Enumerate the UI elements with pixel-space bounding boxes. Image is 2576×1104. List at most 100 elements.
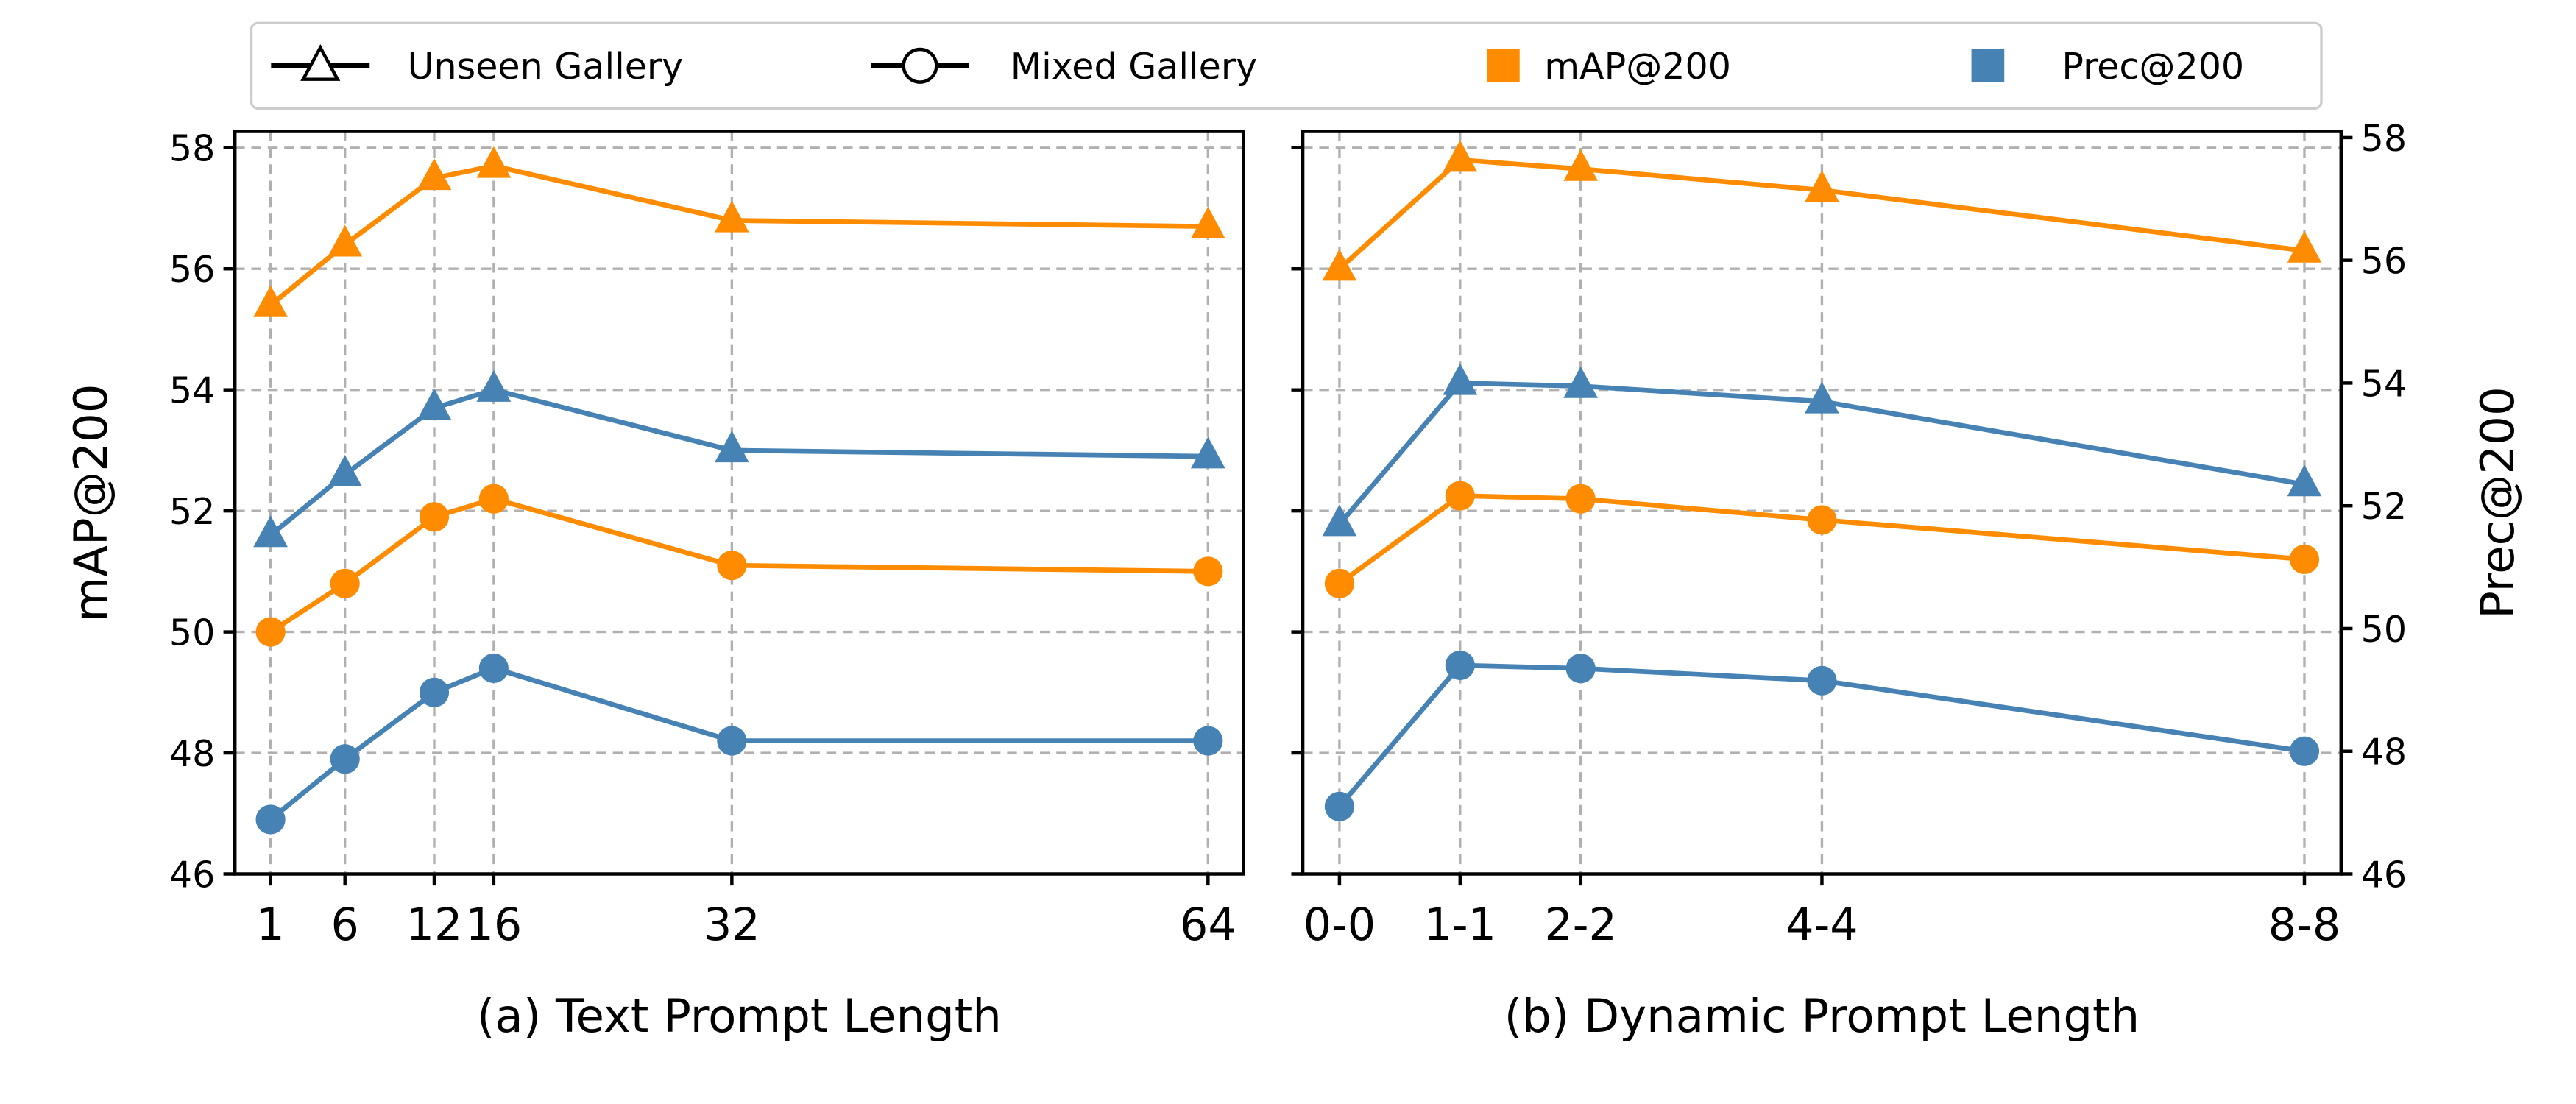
series xyxy=(255,653,1223,835)
y-tick-label-right: 46 xyxy=(2361,853,2407,896)
x-tick-label: 32 xyxy=(704,899,760,951)
data-point xyxy=(476,369,512,402)
data-point xyxy=(1322,504,1357,537)
data-point xyxy=(2287,464,2322,497)
series xyxy=(255,484,1223,647)
legend-entry: mAP@200 xyxy=(1487,45,1731,88)
data-point xyxy=(330,568,360,598)
x-tick-label: 0-0 xyxy=(1303,899,1376,951)
circle-marker-icon xyxy=(902,47,938,84)
data-point xyxy=(1563,366,1599,398)
y-tick-label: 50 xyxy=(169,611,215,654)
data-point xyxy=(2287,230,2322,263)
y-tick-label: 58 xyxy=(169,127,215,170)
y-tick-label-right: 50 xyxy=(2361,608,2407,651)
data-point xyxy=(1193,726,1223,756)
legend-entry: Mixed Gallery xyxy=(871,45,1257,88)
x-axis-label: (b) Dynamic Prompt Length xyxy=(1504,989,2140,1043)
x-tick-label: 64 xyxy=(1180,899,1236,951)
series-line xyxy=(269,496,1209,634)
data-point xyxy=(1193,556,1223,587)
y-tick-label-right: 58 xyxy=(2361,117,2407,160)
data-point xyxy=(1805,381,1839,414)
y-tick-label-right: 54 xyxy=(2361,362,2407,405)
data-point xyxy=(419,677,450,707)
data-point xyxy=(1191,436,1225,469)
data-point xyxy=(1805,170,1839,202)
square-marker-icon xyxy=(1971,49,2005,82)
data-point xyxy=(1445,481,1475,511)
x-tick-label: 1-1 xyxy=(1424,899,1496,951)
data-point xyxy=(330,744,360,774)
series xyxy=(1322,140,2322,281)
data-point xyxy=(1324,791,1354,821)
legend-entry: Unseen Gallery xyxy=(271,44,684,88)
legend-label: Prec@200 xyxy=(2062,45,2244,88)
data-point xyxy=(715,431,749,463)
y-tick-label: 54 xyxy=(169,369,215,412)
data-point xyxy=(2289,736,2320,766)
y-tick-label-right: 52 xyxy=(2361,485,2407,528)
data-point xyxy=(478,653,509,684)
x-tick-label: 8-8 xyxy=(2268,899,2340,951)
y-tick-label: 46 xyxy=(169,853,215,896)
series xyxy=(253,369,1225,548)
x-tick-label: 6 xyxy=(331,899,359,951)
legend-entry: Prec@200 xyxy=(1971,45,2244,88)
x-axis-label: (a) Text Prompt Length xyxy=(477,989,1002,1043)
data-point xyxy=(419,502,450,532)
data-point xyxy=(253,515,288,548)
square-marker-icon xyxy=(1487,49,1520,82)
series-line xyxy=(269,665,1209,822)
data-point xyxy=(1807,505,1837,535)
legend-label: Unseen Gallery xyxy=(408,45,684,88)
data-point xyxy=(1445,650,1475,681)
series xyxy=(253,146,1225,317)
data-point xyxy=(1191,206,1225,238)
legend-label: mAP@200 xyxy=(1544,45,1731,88)
y-axis-label: mAP@200 xyxy=(64,383,118,621)
series xyxy=(1324,650,2320,821)
data-point xyxy=(255,804,286,835)
data-point xyxy=(328,224,363,257)
data-point xyxy=(1565,654,1596,684)
x-tick-label: 1 xyxy=(256,899,284,951)
data-point xyxy=(253,285,288,317)
y-tick-label: 56 xyxy=(169,248,215,291)
data-point xyxy=(478,484,509,514)
data-point xyxy=(1443,363,1478,395)
x-tick-label: 12 xyxy=(406,899,463,951)
y-tick-label-right: 56 xyxy=(2361,240,2407,283)
data-point xyxy=(717,726,747,756)
data-point xyxy=(417,158,452,191)
data-point xyxy=(1565,484,1596,514)
data-point xyxy=(1807,665,1837,696)
data-point xyxy=(717,551,747,581)
data-point xyxy=(2289,544,2320,575)
series xyxy=(1324,481,2320,598)
legend-frame xyxy=(250,21,2323,110)
series xyxy=(1322,363,2322,537)
data-point xyxy=(1563,149,1599,181)
data-point xyxy=(715,200,749,233)
series-line xyxy=(269,163,1209,308)
data-point xyxy=(255,617,286,647)
series-line xyxy=(269,387,1209,537)
legend: Unseen Gallery Mixed Gallery mAP@200 Prec@2… xyxy=(250,21,2323,110)
axes-frame xyxy=(233,130,1245,876)
legend-label: Mixed Gallery xyxy=(1011,45,1257,88)
data-point xyxy=(1322,249,1357,281)
x-tick-label: 2-2 xyxy=(1544,899,1616,951)
data-point xyxy=(417,388,452,420)
x-tick-label: 16 xyxy=(466,899,523,951)
data-point xyxy=(1443,140,1478,172)
data-point xyxy=(476,146,512,178)
triangle-marker-icon xyxy=(300,44,341,81)
y-tick-label: 48 xyxy=(169,732,215,775)
data-point xyxy=(328,455,363,486)
y-tick-label-right: 48 xyxy=(2361,731,2407,774)
panel-b: 46 48 50 52 54 56 58 0-0 1-1 2-2 4-4 8-8 (b) Dynamic… xyxy=(1291,117,2524,1043)
x-tick-label: 4-4 xyxy=(1786,899,1858,951)
